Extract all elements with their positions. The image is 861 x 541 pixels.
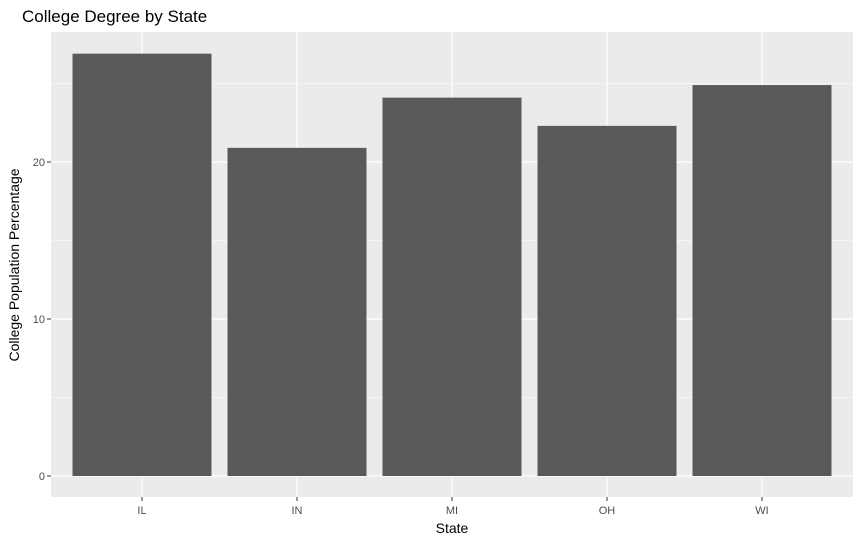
bar-in	[227, 147, 367, 476]
bars	[72, 53, 832, 477]
bar-oh	[537, 125, 677, 476]
x-tick-label: OH	[599, 505, 616, 517]
x-axis-title: State	[436, 520, 469, 536]
y-axis: 0 10 20	[33, 157, 51, 483]
x-tick-label: IL	[137, 505, 146, 517]
y-tick-label: 0	[39, 471, 45, 483]
x-tick-label: MI	[446, 505, 458, 517]
x-axis: IL IN MI OH WI	[137, 497, 769, 517]
x-tick-label: IN	[292, 505, 303, 517]
bar-il	[72, 53, 212, 477]
y-tick-label: 20	[33, 157, 45, 169]
bar-mi	[382, 97, 522, 476]
chart-title: College Degree by State	[22, 7, 207, 26]
bar-wi	[692, 85, 832, 476]
x-tick-label: WI	[755, 505, 768, 517]
y-tick-label: 10	[33, 314, 45, 326]
y-axis-title: College Population Percentage	[6, 168, 22, 361]
